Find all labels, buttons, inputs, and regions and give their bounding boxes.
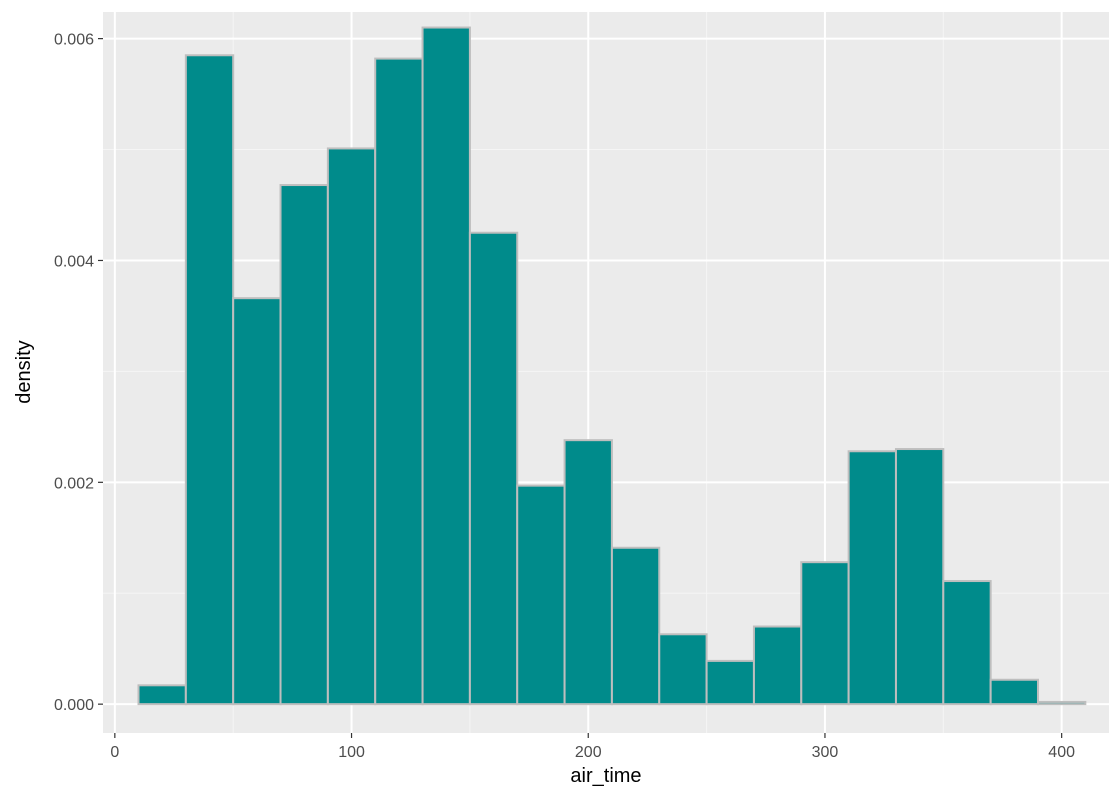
histogram-bar xyxy=(563,439,613,706)
histogram-bar xyxy=(421,26,471,706)
y-tick-label: 0.006 xyxy=(54,32,94,49)
histogram-bar xyxy=(989,678,1039,706)
histogram-bar xyxy=(847,450,897,706)
histogram-bar xyxy=(894,448,945,706)
histogram-bar xyxy=(1036,700,1087,706)
histogram-bars xyxy=(137,26,1087,706)
y-tick-label: 0.004 xyxy=(54,253,94,270)
histogram-bar xyxy=(279,184,329,706)
histogram-bar xyxy=(184,54,235,706)
histogram-bar xyxy=(705,659,755,706)
histogram-bar xyxy=(752,625,803,706)
histogram-bar xyxy=(516,484,566,706)
y-axis: 0.000 0.002 0.004 0.006 xyxy=(54,32,103,714)
histogram-bar xyxy=(658,633,708,706)
histogram-bar xyxy=(374,57,424,706)
y-tick-label: 0.000 xyxy=(54,697,94,714)
histogram-bar xyxy=(942,580,992,706)
histogram-bar xyxy=(137,684,187,706)
y-axis-title: density xyxy=(13,340,35,403)
x-tick-label: 0 xyxy=(110,744,119,761)
x-tick-label: 400 xyxy=(1048,744,1075,761)
x-axis-title: air_time xyxy=(570,765,641,787)
x-tick-label: 300 xyxy=(812,744,839,761)
x-tick-label: 100 xyxy=(338,744,365,761)
histogram-bar xyxy=(800,561,850,706)
histogram-bar xyxy=(232,297,282,706)
histogram-bar xyxy=(468,231,519,706)
histogram-bar xyxy=(326,147,377,706)
histogram-bar xyxy=(610,546,661,706)
y-tick-label: 0.002 xyxy=(54,475,94,492)
x-axis: 0 100 200 300 400 xyxy=(110,733,1075,761)
x-tick-label: 200 xyxy=(575,744,602,761)
